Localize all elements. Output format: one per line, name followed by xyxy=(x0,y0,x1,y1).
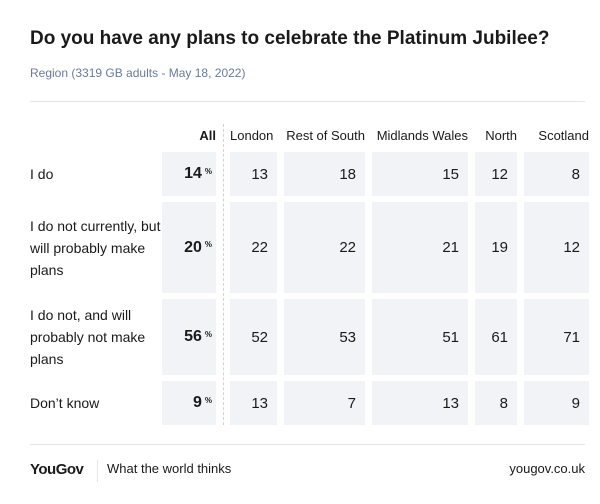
cell-value: 9 xyxy=(524,381,589,425)
cell-value: 22 xyxy=(230,202,277,293)
column-header: London xyxy=(230,127,274,143)
value-all: 9 xyxy=(192,394,202,411)
yougov-logo: YouGov xyxy=(30,461,84,478)
cell-value: 61 xyxy=(475,299,517,375)
chart-title: Do you have any plans to celebrate the P… xyxy=(30,28,550,49)
cell-value: 7 xyxy=(284,381,365,425)
cell-value: 13 xyxy=(372,381,468,425)
column-header: Midlands Wales xyxy=(376,127,468,143)
cell-value: 12 xyxy=(475,152,517,196)
cell-value: 52 xyxy=(230,299,277,375)
value-all: 14 xyxy=(184,165,202,182)
divider xyxy=(30,444,585,445)
column-header: Scotland xyxy=(538,127,589,143)
row-label: I do not, and will probably not make pla… xyxy=(30,307,146,367)
cell-all: 14% xyxy=(162,152,216,196)
divider xyxy=(30,101,585,102)
divider xyxy=(97,460,98,482)
cell-all: 20% xyxy=(162,202,216,293)
column-header-all: All xyxy=(199,127,216,143)
cell-value: 19 xyxy=(475,202,517,293)
row-label: I do xyxy=(30,166,54,182)
percent-sign: % xyxy=(204,329,212,339)
cell-value: 18 xyxy=(284,152,365,196)
column-header: Rest of South xyxy=(286,127,365,143)
percent-sign: % xyxy=(204,166,212,176)
chart-subtitle: Region (3319 GB adults - May 18, 2022) xyxy=(30,66,246,80)
cell-value: 15 xyxy=(372,152,468,196)
cell-value: 51 xyxy=(372,299,468,375)
cell-value: 71 xyxy=(524,299,589,375)
cell-value: 8 xyxy=(475,381,517,425)
value-all: 20 xyxy=(184,238,202,256)
row-label: I do not currently, but will probably ma… xyxy=(30,217,161,278)
cell-value: 53 xyxy=(284,299,365,375)
cell-value: 22 xyxy=(284,202,365,293)
cell-value: 12 xyxy=(524,202,589,293)
cell-value: 8 xyxy=(524,152,589,196)
cell-all: 56% xyxy=(162,299,216,375)
percent-sign: % xyxy=(204,240,212,249)
results-table: All London Rest of South Midlands Wales Nort… xyxy=(30,124,589,425)
cell-value: 13 xyxy=(230,381,277,425)
cell-all: 9% xyxy=(162,381,216,425)
percent-sign: % xyxy=(204,395,212,405)
tagline: What the world thinks xyxy=(107,461,232,476)
cell-value: 21 xyxy=(372,202,468,293)
row-label: Don’t know xyxy=(30,395,100,411)
column-header: North xyxy=(485,127,517,143)
website-link[interactable]: yougov.co.uk xyxy=(509,461,585,476)
column-separator xyxy=(223,124,230,425)
cell-value: 13 xyxy=(230,152,277,196)
value-all: 56 xyxy=(184,328,202,345)
